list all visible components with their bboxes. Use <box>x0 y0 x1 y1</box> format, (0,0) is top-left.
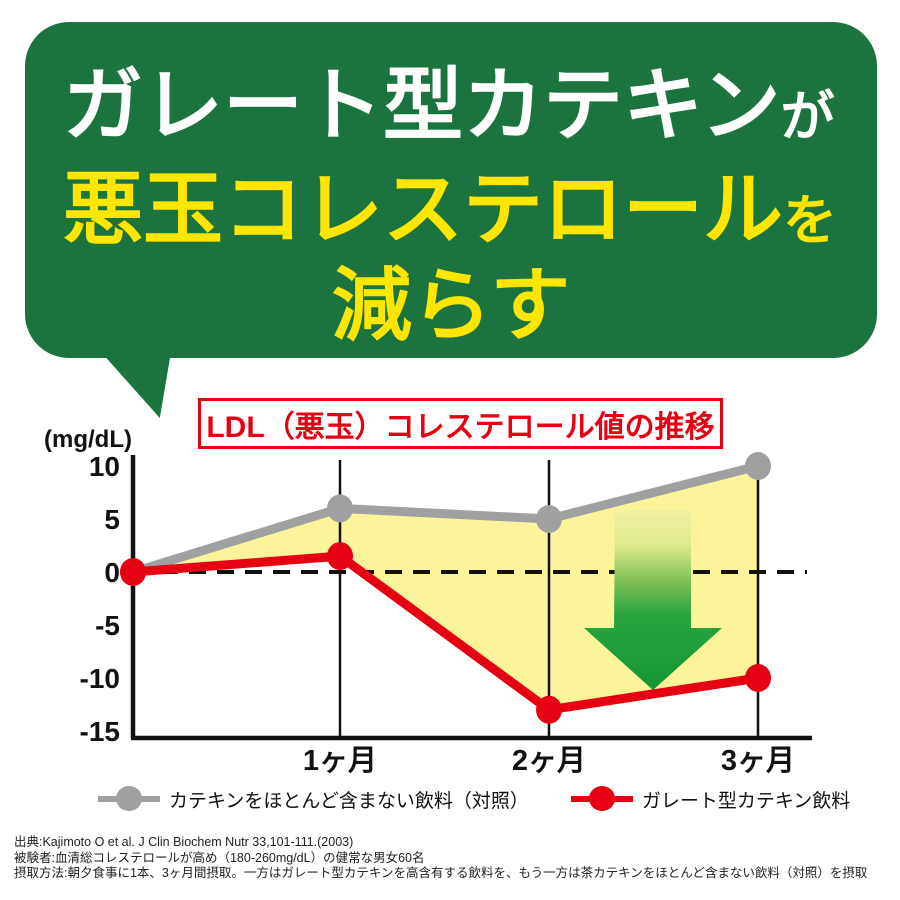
headline-line2-particle: を <box>783 191 837 251</box>
y-tick-label: -10 <box>80 663 120 694</box>
legend-item-catechin: ガレート型カテキン飲料 <box>570 785 851 813</box>
catechin-point <box>327 542 353 571</box>
headline-line1-particle: が <box>780 87 835 147</box>
catechin-line <box>128 551 763 715</box>
headline-line-1: ガレート型カテキン が <box>25 42 877 146</box>
catechin-series-marker-icon <box>570 785 633 813</box>
y-tick-label: 10 <box>89 451 120 482</box>
legend-label-control: カテキンをほとんど含まない飲料（対照） <box>169 790 529 812</box>
y-tick-label: -15 <box>80 716 120 747</box>
footnote-subjects: 被験者:血清総コレステロールが高め（180-260mg/dL）の健常な男女60名 <box>14 850 425 865</box>
headline-bubble: ガレート型カテキン が 悪玉コレステロール を 減らす <box>25 22 877 358</box>
decrease-arrow-icon <box>584 510 722 690</box>
headline-line1-main: ガレート型カテキン <box>63 61 781 150</box>
footnote-source: 出典:Kajimoto O et al. J Clin Biochem Nutr… <box>14 835 354 849</box>
x-tick-label: 1ヶ月 <box>303 745 377 777</box>
y-tick-label: -5 <box>95 610 120 641</box>
control-point <box>327 494 353 523</box>
chart-title: LDL（悪玉）コレステロール値の推移 <box>198 398 723 449</box>
x-tick-label: 3ヶ月 <box>721 745 795 777</box>
headline-line-3: 減らす <box>25 242 877 346</box>
chart-title-text: LDL（悪玉）コレステロール値の推移 <box>206 410 715 444</box>
control-line <box>128 461 763 577</box>
footnote-method: 摂取方法:朝夕食事に1本、3ヶ月間摂取。一方はガレート型カテキンを高含有する飲料… <box>14 866 868 880</box>
control-point <box>745 452 771 480</box>
y-tick-label: 0 <box>104 557 120 588</box>
headline-line-2: 悪玉コレステロール を <box>25 146 877 250</box>
marker-dot <box>588 786 615 811</box>
legend-item-control: カテキンをほとんど含まない飲料（対照） <box>98 785 529 813</box>
x-tick-label: 2ヶ月 <box>512 745 586 777</box>
footnotes: 出典:Kajimoto O et al. J Clin Biochem Nutr… <box>14 835 894 882</box>
marker-dot <box>116 786 142 811</box>
control-point <box>536 505 562 533</box>
legend-label-catechin: ガレート型カテキン飲料 <box>641 790 851 812</box>
headline-line3-text: 減らす <box>331 261 571 350</box>
catechin-point <box>120 558 146 586</box>
headline-line2-main: 悪玉コレステロール <box>63 165 783 254</box>
y-tick-label: 5 <box>104 504 120 535</box>
y-axis-unit-label: (mg/dL) <box>44 426 132 453</box>
catechin-point <box>536 695 562 724</box>
chart-legend: カテキンをほとんど含まない飲料（対照） ガレート型カテキン飲料 <box>98 785 850 813</box>
catechin-point <box>745 664 771 692</box>
control-series-marker-icon <box>98 785 160 813</box>
